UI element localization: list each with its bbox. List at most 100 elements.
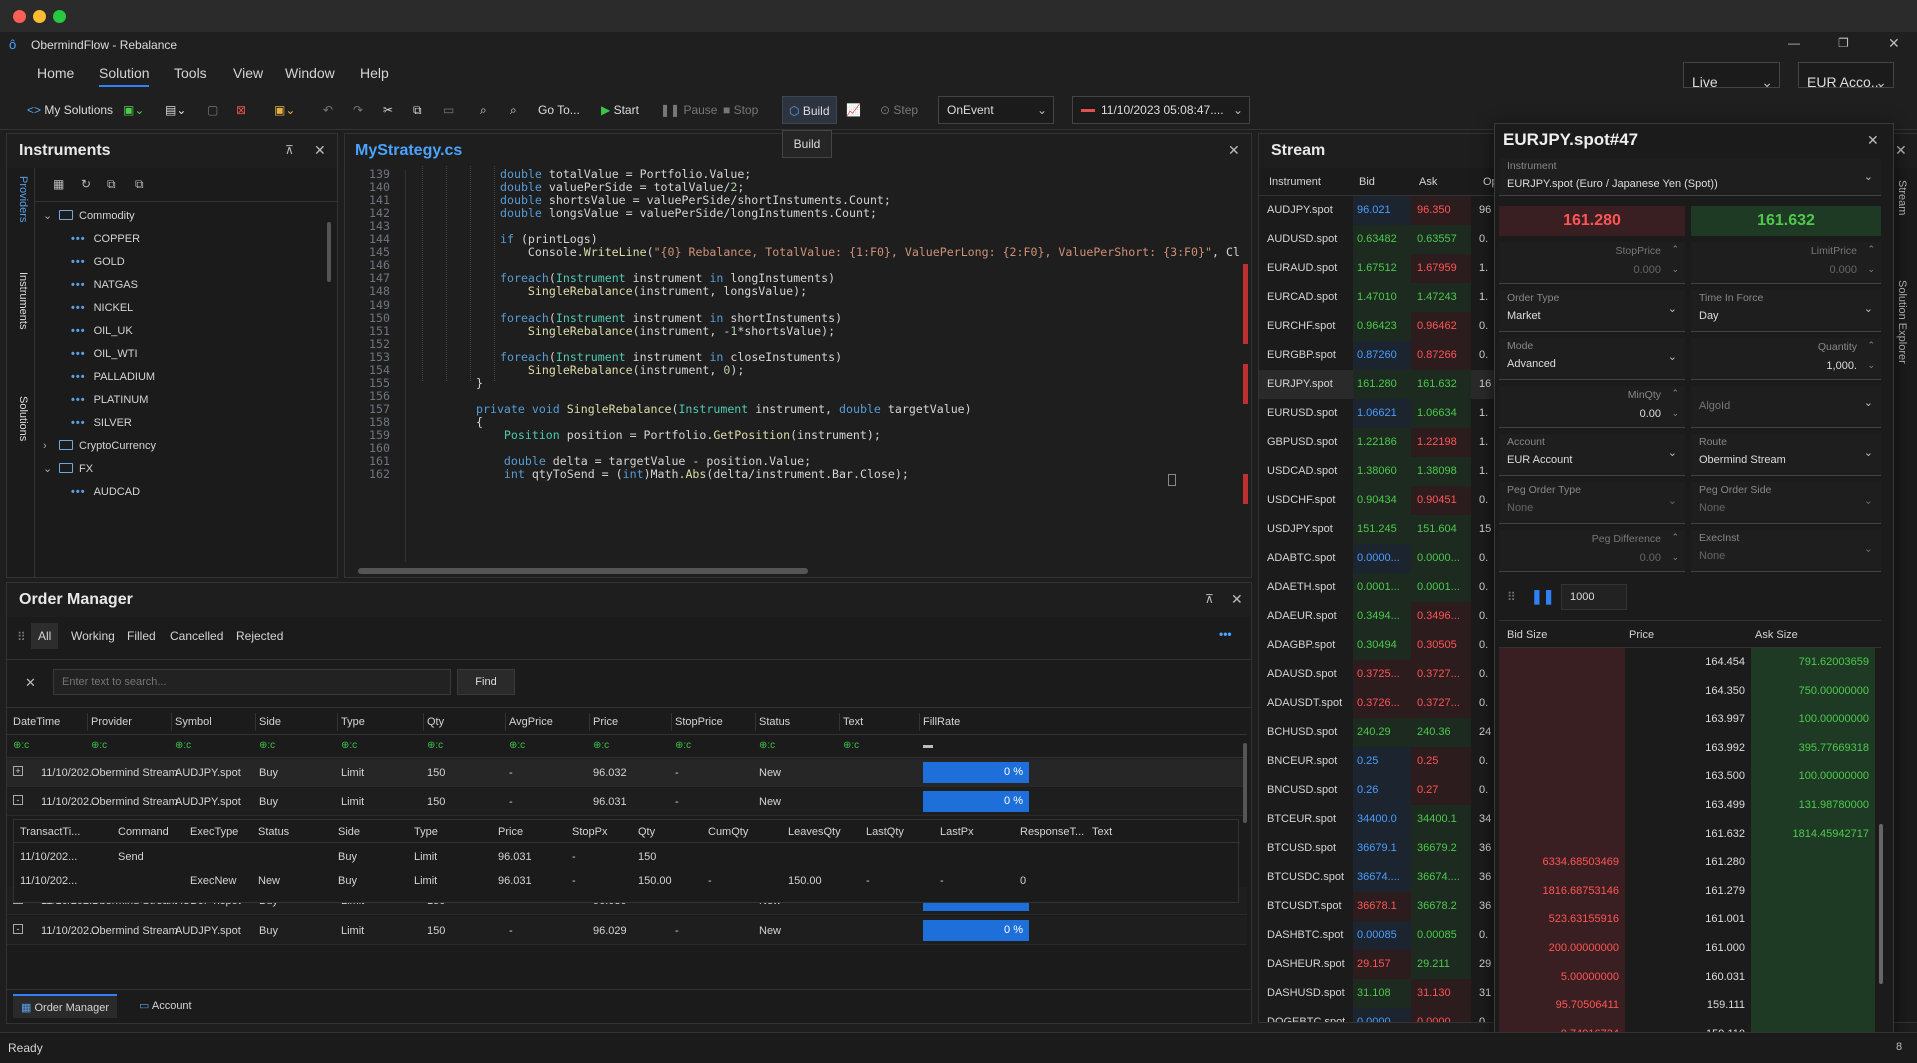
find-button[interactable]: Find	[457, 669, 515, 695]
new-file-icon[interactable]: ▣⌄	[123, 103, 145, 117]
fold-icon[interactable]	[1168, 474, 1176, 486]
stream-row[interactable]: BTCEUR.spot 34400.0 34400.1 34	[1259, 805, 1499, 834]
limit-price-field[interactable]: LimitPrice 0.000 ⌃ ⌄	[1691, 242, 1881, 284]
book-ask-size[interactable]	[1751, 991, 1869, 1019]
route-select[interactable]: Route Obermind Stream ⌄	[1691, 434, 1881, 476]
book-price[interactable]: 163.992	[1705, 741, 1745, 754]
col-header[interactable]: AvgPrice	[509, 716, 553, 728]
column-filter-icon[interactable]: ⊕:c	[259, 740, 276, 751]
bid-price-button[interactable]: 161.280	[1499, 206, 1685, 236]
book-price[interactable]: 164.454	[1705, 656, 1745, 668]
minimize-icon[interactable]: —	[1788, 36, 1800, 50]
col-header[interactable]: Status	[759, 716, 791, 728]
col-header[interactable]: Text	[843, 716, 864, 728]
subgrid-col-header[interactable]: LastPx	[940, 826, 974, 838]
stream-row[interactable]: ADAUSDT.spot 0.3726... 0.3727... 0.	[1259, 689, 1499, 718]
code-line[interactable]: {	[476, 414, 483, 429]
stream-row[interactable]: EURGBP.spot 0.87260 0.87266 0.	[1259, 341, 1499, 370]
subgrid-col-header[interactable]: LeavesQty	[788, 826, 841, 838]
tree-item[interactable]: ••• PLATINUM	[71, 390, 148, 410]
side-tab-providers[interactable]: Providers	[13, 176, 29, 222]
code-line[interactable]: SingleRebalance(instrument, -1*shortsVal…	[527, 323, 836, 338]
collapse-all-icon[interactable]: ⧉	[135, 177, 144, 191]
stream-row[interactable]: ADAETH.spot 0.0001... 0.0001... 0.	[1259, 573, 1499, 602]
col-separator[interactable]	[337, 713, 338, 731]
column-filter-icon[interactable]: ⊕:c	[427, 740, 444, 751]
stream-row[interactable]: ADAGBP.spot 0.30494 0.30505 0.	[1259, 631, 1499, 660]
open-file-icon[interactable]: ▤⌄	[165, 103, 187, 117]
quantity-field[interactable]: Quantity 1,000. ⌃ ⌄	[1691, 338, 1881, 380]
book-bid-size[interactable]: 523.63155916	[1548, 913, 1619, 926]
book-price[interactable]: 163.499	[1705, 799, 1745, 811]
editor-scrollbar[interactable]	[1243, 174, 1249, 554]
filter-all[interactable]: All	[31, 623, 59, 649]
copy-icon[interactable]: ⧉	[413, 103, 422, 117]
goto-button[interactable]: Go To...	[538, 103, 580, 117]
pause-icon[interactable]: ❚❚	[1531, 588, 1555, 604]
book-price[interactable]: 163.500	[1705, 770, 1745, 783]
stream-row[interactable]: USDCHF.spot 0.90434 0.90451 0.	[1259, 486, 1499, 515]
menu-home[interactable]: Home	[37, 65, 75, 81]
algoid-select[interactable]: AlgoId ⌄	[1691, 386, 1881, 428]
stepper-icon[interactable]: ⌃ ⌄	[1671, 388, 1679, 418]
stream-row[interactable]: EURCAD.spot 1.47010 1.47243 1.	[1259, 283, 1499, 312]
ask-price-button[interactable]: 161.632	[1691, 206, 1881, 236]
stop-button[interactable]: ■ Stop	[723, 100, 758, 120]
drag-handle-icon[interactable]: ⠿	[17, 630, 26, 644]
close-icon[interactable]: ✕	[1888, 35, 1900, 51]
col-bid[interactable]: Bid	[1359, 176, 1375, 188]
book-bid-size[interactable]: 6334.68503469	[1542, 856, 1619, 869]
instrument-select[interactable]: Instrument EURJPY.spot (Euro / Japanese …	[1499, 158, 1881, 196]
tab-order-manager[interactable]: ▦ Order Manager	[13, 994, 118, 1018]
stepper-icon[interactable]: ⌃ ⌄	[1671, 244, 1679, 274]
more-icon[interactable]: •••	[1219, 627, 1232, 641]
column-filter-icon[interactable]: ⊕:c	[509, 740, 526, 751]
col-header[interactable]: Qty	[427, 716, 445, 728]
minimize-window-button[interactable]	[33, 10, 46, 23]
book-bid-size[interactable]: 200.00000000	[1548, 942, 1619, 954]
book-price[interactable]: 161.279	[1705, 884, 1745, 897]
filter-icon[interactable]: ▦	[53, 177, 65, 191]
collapse-icon[interactable]: -	[13, 924, 23, 934]
chevron-down-icon[interactable]: ⌄	[43, 463, 53, 475]
subgrid-col-header[interactable]: ResponseT...	[1020, 826, 1085, 838]
filter-rejected[interactable]: Rejected	[236, 629, 284, 643]
drag-handle-icon[interactable]: ⠿	[1507, 590, 1516, 604]
menu-window[interactable]: Window	[285, 65, 335, 81]
col-bid-size[interactable]: Bid Size	[1507, 629, 1548, 641]
filter-filled[interactable]: Filled	[127, 629, 156, 643]
stepper-icon[interactable]: ⌃ ⌄	[1671, 532, 1679, 562]
minqty-field[interactable]: MinQty 0.00 ⌃ ⌄	[1499, 386, 1685, 428]
book-bid-size[interactable]	[1499, 791, 1619, 819]
close-icon[interactable]: ✕	[1867, 132, 1879, 148]
stream-row[interactable]: BNCEUR.spot 0.25 0.25 0.	[1259, 747, 1499, 776]
stream-row[interactable]: BCHUSD.spot 240.29 240.36 24	[1259, 718, 1499, 747]
col-separator[interactable]	[839, 713, 840, 731]
code-line[interactable]: Console.WriteLine("{0} Rebalance, TotalV…	[500, 245, 1240, 260]
book-bid-size[interactable]	[1499, 734, 1619, 762]
tree-item[interactable]: ••• OIL_WTI	[71, 344, 138, 364]
book-price[interactable]: 161.001	[1705, 913, 1745, 926]
tree-scrollbar[interactable]	[327, 222, 331, 282]
book-ask-size[interactable]: 791.62003659	[1798, 656, 1869, 668]
book-price[interactable]: 164.350	[1705, 684, 1745, 697]
book-price[interactable]: 163.997	[1705, 713, 1745, 726]
account-select[interactable]: EUR Acco... ⌄	[1798, 62, 1894, 90]
book-ask-size[interactable]: 395.77669318	[1798, 741, 1869, 754]
account-field[interactable]: Account EUR Account ⌄	[1499, 434, 1685, 476]
code-line[interactable]: SingleRebalance(instrument, longsValue);	[527, 284, 808, 299]
stop-price-field[interactable]: StopPrice 0.000 ⌃ ⌄	[1499, 242, 1685, 284]
stream-row[interactable]: ADAEUR.spot 0.3494... 0.3496... 0.	[1259, 602, 1499, 631]
stream-row[interactable]: DASHUSD.spot 31.108 31.130 31	[1259, 979, 1499, 1008]
stream-row[interactable]: EURJPY.spot 161.280 161.632 16	[1259, 370, 1499, 399]
expand-icon[interactable]: +	[13, 766, 23, 776]
stream-row[interactable]: BNCUSD.spot 0.26 0.27 0.	[1259, 776, 1499, 805]
stepper-icon[interactable]: ⌃ ⌄	[1867, 244, 1875, 274]
orders-scrollbar[interactable]	[1243, 743, 1247, 823]
subgrid-col-header[interactable]: TransactTi...	[20, 826, 81, 838]
col-ask-size[interactable]: Ask Size	[1755, 629, 1798, 641]
col-separator[interactable]	[255, 713, 256, 731]
search-input[interactable]	[53, 669, 451, 695]
column-filter-icon[interactable]: ⊕:c	[675, 740, 692, 751]
chart-icon[interactable]: 📈	[846, 103, 861, 117]
